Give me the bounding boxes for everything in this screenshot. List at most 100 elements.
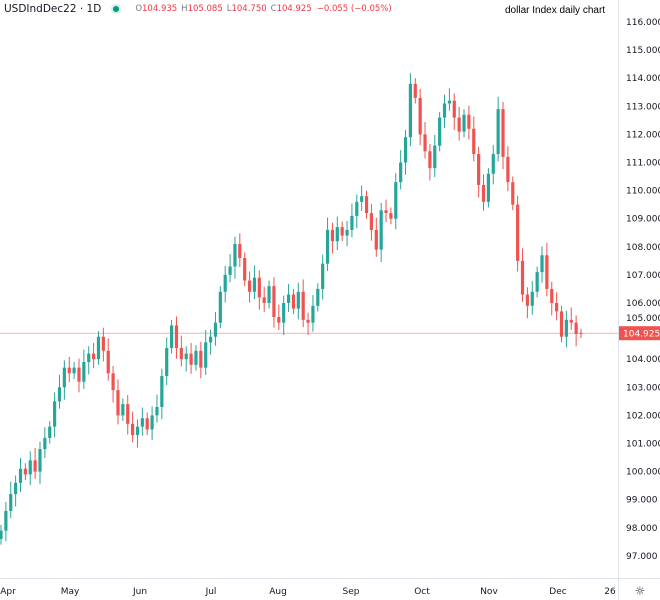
candle-down <box>555 303 559 312</box>
price-tick-label: 104.000 <box>626 355 660 365</box>
candle-down <box>501 109 505 157</box>
candle-down <box>330 229 335 242</box>
candle-up <box>57 387 62 402</box>
current-price-label: 104.925 <box>623 330 660 340</box>
candle-down <box>92 353 96 360</box>
candle-down <box>413 83 417 98</box>
candle-up <box>184 353 188 360</box>
candle-down <box>457 117 461 132</box>
candle-down <box>272 286 276 318</box>
candle-up <box>438 117 442 146</box>
time-tick-label: Jun <box>132 587 147 597</box>
candle-up <box>282 303 286 323</box>
candle-up <box>491 154 495 174</box>
price-tick-label: 100.000 <box>626 468 660 478</box>
price-tick-label: 115.000 <box>626 46 660 56</box>
candle-up <box>228 266 232 275</box>
candle-up <box>208 336 213 343</box>
candle-up <box>486 173 490 202</box>
chart-title: dollar Index daily chart <box>505 5 606 16</box>
price-tick-label: 105.000 <box>626 314 660 324</box>
candle-up <box>355 201 359 216</box>
price-tick-label: 106.000 <box>626 299 660 309</box>
candle-down <box>257 277 261 298</box>
candle-up <box>540 255 544 273</box>
time-tick-label: Jul <box>205 587 217 597</box>
candle-down <box>467 114 471 129</box>
candle-down <box>101 336 105 351</box>
candle-down <box>511 182 515 205</box>
candle-up <box>43 437 47 450</box>
close-value: 104.925 <box>276 4 312 14</box>
candle-down <box>384 210 388 214</box>
price-tick-label: 108.000 <box>626 243 660 253</box>
candle-up <box>14 482 18 495</box>
candle-down <box>238 243 242 259</box>
candle-up <box>286 294 291 303</box>
candle-down <box>516 204 520 261</box>
price-tick-label: 101.000 <box>626 440 660 450</box>
candle-down <box>574 322 578 334</box>
candle-down <box>306 319 310 323</box>
low-value: 104.750 <box>231 4 267 14</box>
candle-up <box>194 350 198 365</box>
candle-down <box>525 294 529 306</box>
time-tick-label: Sep <box>343 587 360 597</box>
candle-down <box>579 332 583 334</box>
candle-up <box>345 229 349 236</box>
candle-down <box>506 156 510 183</box>
low-label: L <box>226 4 232 14</box>
candle-down <box>423 134 427 152</box>
price-tick-label: 112.000 <box>626 130 660 140</box>
current-price-badge <box>619 326 660 341</box>
candle-down <box>369 213 374 230</box>
candle-up <box>379 210 383 250</box>
candle-up <box>535 272 539 292</box>
candle-down <box>174 325 179 348</box>
price-tick-label: 107.000 <box>626 271 660 281</box>
candle-up <box>530 291 534 306</box>
candle-up <box>267 286 271 303</box>
candle-up <box>462 114 466 132</box>
candle-down <box>481 184 486 202</box>
price-tick-label: 102.000 <box>626 411 660 421</box>
high-label: H <box>181 4 188 14</box>
symbol-label[interactable]: USDIndDec22 · 1D <box>4 3 102 15</box>
candle-down <box>452 100 456 118</box>
candle-up <box>350 215 354 230</box>
candle-up <box>48 426 52 438</box>
candle-up <box>311 305 315 323</box>
candle-up <box>394 182 398 219</box>
candle-down <box>116 390 120 416</box>
time-tick-label: Nov <box>480 587 498 597</box>
candle-up <box>218 291 222 323</box>
candle-up <box>155 406 159 416</box>
candle-up <box>150 415 154 430</box>
candle-down <box>77 367 81 382</box>
time-tick-label: Oct <box>414 587 430 597</box>
candle-up <box>233 243 237 267</box>
market-status-icon <box>113 6 120 12</box>
candle-down <box>374 229 378 250</box>
candle-up <box>82 362 86 382</box>
candle-down <box>291 294 296 309</box>
time-tick-label: 26 <box>604 587 616 597</box>
gear-icon[interactable]: ☼ <box>635 584 646 598</box>
candle-down <box>111 373 115 391</box>
candle-up <box>38 449 42 472</box>
candle-up <box>160 376 164 407</box>
candle-up <box>169 325 174 348</box>
price-tick-label: 97.000 <box>626 552 658 562</box>
candle-up <box>9 494 13 511</box>
candle-up <box>62 367 66 388</box>
time-tick-label: Dec <box>549 587 566 597</box>
candle-up <box>360 196 364 202</box>
candle-up <box>408 83 413 138</box>
candle-up <box>564 319 568 337</box>
candle-down <box>428 151 432 169</box>
price-tick-label: 116.000 <box>626 18 660 28</box>
candle-down <box>126 404 130 424</box>
candle-up <box>213 322 218 337</box>
chart-legend: USDIndDec22 · 1D O 104.935 H 105.085 L 104.… <box>4 3 392 15</box>
